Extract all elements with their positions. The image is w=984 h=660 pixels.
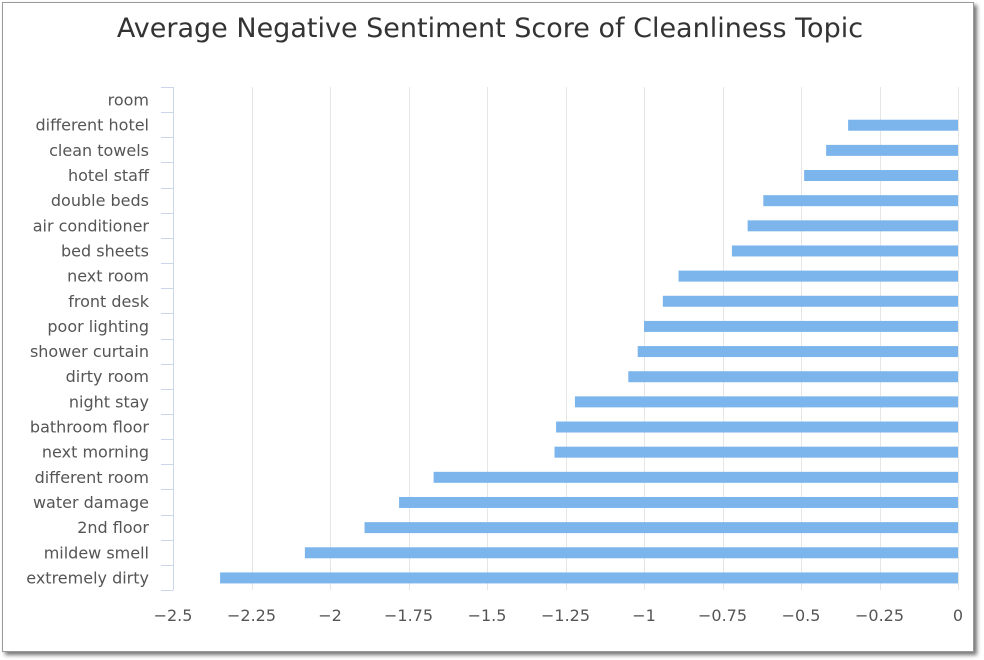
- bar: [220, 572, 959, 584]
- x-tick-labels: −2.5 −2.25 −2 −1.75 −1.5 −1.25 −1 −0.75 −0.5 −0.2…: [154, 606, 964, 625]
- category-label: bathroom floor: [30, 418, 150, 437]
- bar: [556, 421, 958, 433]
- grid-lines: [252, 87, 959, 590]
- category-label: bed sheets: [61, 241, 149, 260]
- x-tick-label: −1.25: [541, 606, 590, 625]
- bar: [747, 220, 958, 232]
- bar: [763, 195, 958, 207]
- category-label: dirty room: [66, 367, 149, 386]
- bar: [804, 170, 958, 182]
- category-label: next morning: [42, 443, 149, 462]
- category-label: clean towels: [49, 141, 149, 160]
- x-tick-label: −2.25: [227, 606, 276, 625]
- category-label: front desk: [68, 292, 149, 311]
- x-tick-label: −2.5: [154, 606, 193, 625]
- category-labels: room different hotel clean towels hotel sta…: [26, 91, 150, 588]
- bar: [848, 119, 958, 131]
- category-label: night stay: [69, 392, 149, 411]
- bar: [304, 547, 958, 559]
- x-tick-label: −0.25: [855, 606, 904, 625]
- bar: [399, 496, 959, 508]
- category-label: 2nd floor: [77, 518, 149, 537]
- x-tick-label: −1.5: [468, 606, 507, 625]
- bar: [574, 396, 958, 408]
- category-label: mildew smell: [44, 543, 149, 562]
- bar: [662, 295, 958, 307]
- category-label: double beds: [51, 191, 149, 210]
- category-label: room: [108, 91, 149, 110]
- x-tick-label: −1.75: [384, 606, 433, 625]
- x-tick-label: −0.75: [698, 606, 747, 625]
- category-label: shower curtain: [30, 342, 149, 361]
- category-label: poor lighting: [47, 317, 149, 336]
- bar: [644, 320, 958, 332]
- x-tick-label: 0: [953, 606, 963, 625]
- y-axis: [161, 87, 174, 591]
- category-label: hotel staff: [68, 166, 150, 185]
- bar: [678, 270, 958, 282]
- bar: [433, 471, 958, 483]
- category-label: different room: [35, 468, 149, 487]
- bar: [826, 144, 958, 156]
- chart-title: Average Negative Sentiment Score of Clea…: [116, 13, 864, 44]
- bar: [731, 245, 958, 257]
- x-tick-label: −1: [632, 606, 656, 625]
- category-label: next room: [67, 267, 149, 286]
- category-label: air conditioner: [33, 216, 150, 235]
- bar: [364, 522, 958, 534]
- category-label: water damage: [33, 493, 149, 512]
- bar: [628, 371, 958, 383]
- bars: [220, 119, 959, 584]
- bar: [554, 446, 958, 458]
- category-label: extremely dirty: [26, 568, 149, 587]
- x-tick-label: −2: [318, 606, 342, 625]
- category-label: different hotel: [35, 116, 149, 135]
- bar: [637, 346, 958, 358]
- x-tick-label: −0.5: [782, 606, 821, 625]
